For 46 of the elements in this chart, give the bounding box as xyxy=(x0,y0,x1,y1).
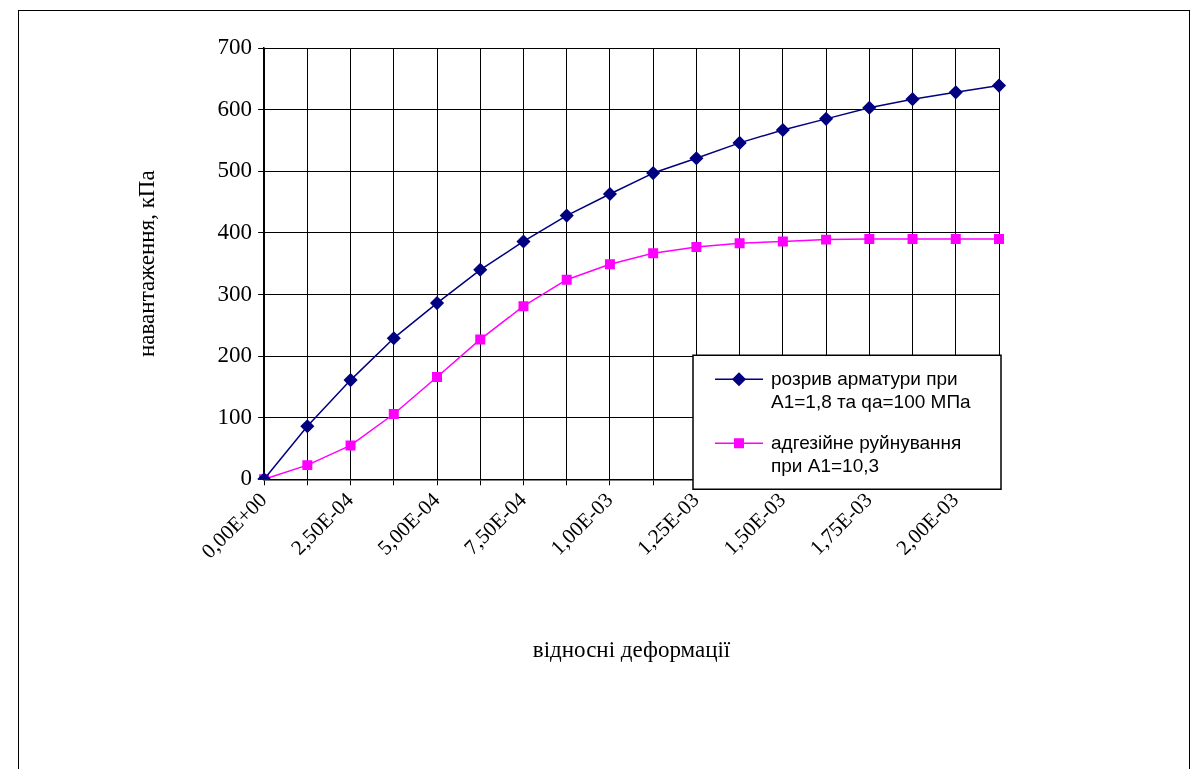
y-tick-label: 200 xyxy=(217,342,253,368)
point xyxy=(648,248,659,259)
point xyxy=(646,166,660,180)
y-tick-label: 400 xyxy=(217,218,253,244)
point xyxy=(862,101,877,115)
x-axis-title: відносні деформації xyxy=(532,637,731,663)
point xyxy=(516,234,531,249)
point xyxy=(473,263,487,277)
y-axis-title: навантаження, кПа xyxy=(133,170,159,357)
point xyxy=(603,187,617,201)
legend-label: адгезійне руйнування при А1=10,3 xyxy=(771,431,962,476)
point xyxy=(302,460,313,471)
point xyxy=(387,331,401,345)
point xyxy=(949,85,963,100)
point xyxy=(905,92,920,106)
point xyxy=(732,136,747,150)
y-tick-label: 600 xyxy=(217,95,253,121)
point xyxy=(300,419,315,434)
point xyxy=(345,440,356,451)
point xyxy=(430,296,444,310)
point xyxy=(343,373,358,387)
point xyxy=(559,208,574,223)
y-tick-label: 0 xyxy=(240,465,253,491)
point xyxy=(907,234,918,244)
point xyxy=(819,112,833,126)
legend-label: розрив арматури при А1=1,8 та qа=100 МПа xyxy=(771,367,972,412)
point xyxy=(518,301,529,312)
point xyxy=(388,409,399,419)
point xyxy=(475,334,486,345)
point xyxy=(950,234,961,244)
point xyxy=(777,236,788,247)
point xyxy=(864,234,875,244)
y-tick-label: 100 xyxy=(217,403,253,429)
point xyxy=(689,151,704,166)
point xyxy=(821,234,832,245)
y-tick-label: 300 xyxy=(217,280,253,306)
point xyxy=(734,238,745,249)
point xyxy=(776,123,790,137)
point xyxy=(561,274,572,285)
y-tick-label: 500 xyxy=(217,157,253,183)
point xyxy=(994,234,1004,244)
point xyxy=(691,242,702,253)
point xyxy=(604,259,615,270)
y-tick-label: 700 xyxy=(217,34,253,60)
point xyxy=(432,372,443,383)
point xyxy=(992,78,1006,93)
